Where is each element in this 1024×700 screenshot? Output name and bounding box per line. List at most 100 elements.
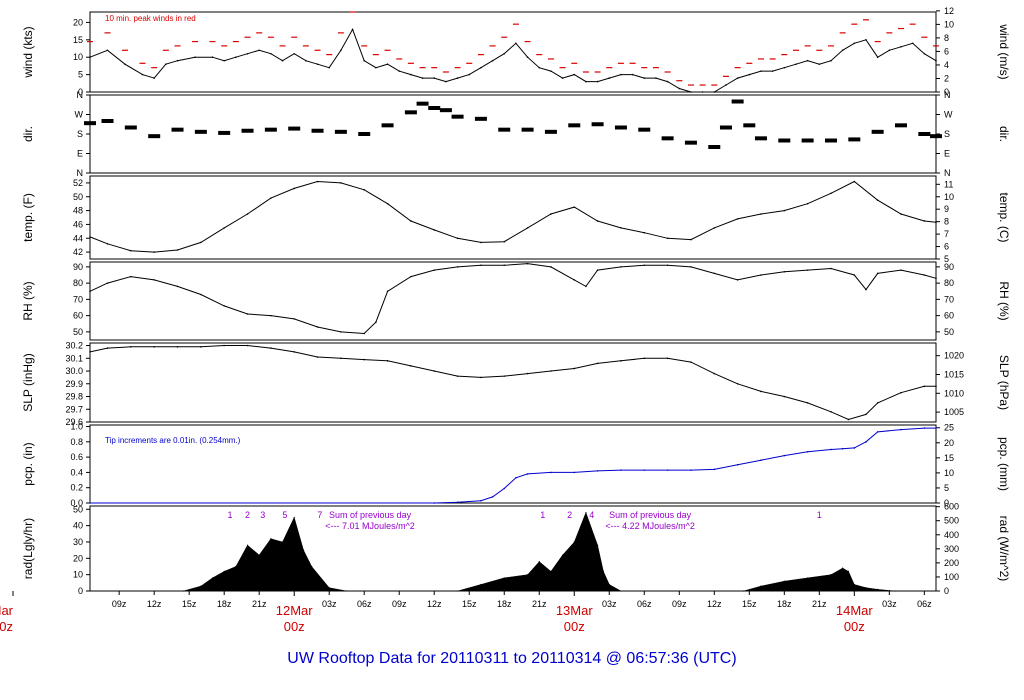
- rad-data-point: [246, 544, 249, 546]
- time-tick-label: 12z: [147, 599, 162, 609]
- rad-ytick-right-label: 100: [944, 572, 959, 582]
- wind-ylabel: wind (kts): [21, 26, 35, 78]
- slp-data-point: [783, 395, 786, 398]
- wind-data-point: [841, 49, 844, 52]
- slp-ytick-label: 29.9: [65, 379, 83, 389]
- dir-data-point: [101, 119, 114, 123]
- wind-data-point: [386, 63, 389, 65]
- rad-ylabel-right: rad (W/m^2): [997, 516, 1011, 582]
- rh-ytick-right-label: 60: [944, 311, 954, 321]
- slp-ytick-label: 30.2: [65, 341, 83, 351]
- wind-data-point: [923, 52, 926, 55]
- temp-ytick-right-label: 7: [944, 229, 949, 239]
- dir-frame: [89, 94, 937, 174]
- wind-data-point: [585, 80, 587, 83]
- temp-data-point: [200, 241, 202, 244]
- rad-data-point: [270, 538, 272, 540]
- time-tick-label: 15z: [182, 599, 197, 609]
- wind-data-point: [620, 73, 622, 76]
- wind-ytick-label: 5: [78, 70, 83, 80]
- rad-data-point: [847, 570, 850, 572]
- pcp-ytick-label: 0.0: [70, 498, 83, 508]
- slp-series-line: [89, 345, 936, 421]
- dir-ytick-label: N: [77, 90, 84, 100]
- pcp-ytick-right-label: 5: [944, 483, 949, 493]
- slp-data-point: [830, 411, 832, 413]
- temp-ytick-right-label: 8: [944, 217, 949, 227]
- dir-data-point: [84, 121, 96, 126]
- temp-data-point: [935, 221, 937, 224]
- wind-data-point: [643, 77, 646, 79]
- temp-data-point: [526, 227, 529, 229]
- rh-data-point: [246, 313, 249, 315]
- slp-frame: [89, 342, 937, 423]
- temp-data-point: [643, 231, 646, 234]
- wind-data-point: [713, 91, 716, 93]
- dir-data-point: [684, 140, 697, 145]
- wind-ytick-right-label: 10: [944, 19, 954, 29]
- wind-data-point: [176, 59, 179, 62]
- temp-data-point: [620, 227, 622, 229]
- temp-data-point: [363, 189, 366, 191]
- slp-ytick-label: 29.6: [65, 417, 83, 427]
- date-label-day: 14Mar: [836, 603, 874, 618]
- dir-data-point: [894, 123, 907, 128]
- rad-day-area: [183, 516, 347, 592]
- temp-data-point: [713, 227, 716, 229]
- temp-data-point: [666, 237, 669, 240]
- temp-data-point: [246, 213, 249, 215]
- temp-data-point: [223, 227, 225, 229]
- rh-ytick-right-label: 80: [944, 278, 954, 288]
- rh-data-point: [363, 332, 366, 335]
- dir-data-point: [451, 114, 464, 119]
- pcp-frame: [89, 424, 937, 504]
- rh-data-point: [643, 264, 646, 267]
- date-label-hour: 00z: [0, 619, 13, 634]
- temp-series-line: [89, 180, 937, 253]
- rh-frame: [89, 261, 937, 341]
- wind-data-point: [340, 49, 342, 52]
- rh-data-point: [130, 275, 132, 278]
- time-tick-label: 12z: [427, 599, 442, 609]
- dir-ytick-label: S: [77, 129, 83, 139]
- time-tick-label: 18z: [777, 599, 792, 609]
- slp-data-point: [246, 344, 249, 347]
- wind-data-point: [480, 66, 482, 69]
- temp-ytick-right-label: 6: [944, 242, 949, 252]
- page-title: UW Rooftop Data for 20110311 to 20110314…: [287, 650, 737, 667]
- rad-data-point: [328, 587, 330, 589]
- dir-ytick-right-label: W: [944, 110, 953, 120]
- wind-ytick-right-label: 12: [944, 6, 954, 16]
- temp-data-point: [690, 238, 692, 241]
- wind-data-point: [503, 52, 506, 55]
- wind-data-point: [281, 59, 284, 62]
- rad-ytick-right-label: 200: [944, 558, 959, 568]
- time-tick-label: 21z: [532, 599, 547, 609]
- rh-data-point: [433, 269, 436, 271]
- wind-data-point: [433, 77, 436, 79]
- wind-data-point: [124, 63, 126, 65]
- dir-data-point: [194, 129, 207, 134]
- wind-data-point: [305, 59, 307, 62]
- dir-data-point: [124, 125, 137, 130]
- slp-data-point: [270, 347, 272, 349]
- slp-data-point: [900, 391, 902, 394]
- slp-data-point: [456, 375, 459, 377]
- pcp-data-point: [760, 459, 762, 461]
- rad-data-point: [561, 554, 564, 556]
- wind-series-line: [89, 28, 937, 93]
- dir-data-point: [871, 129, 884, 134]
- date-label-day: 13Mar: [556, 603, 594, 618]
- pcp-ytick-right-label: 0: [944, 498, 949, 508]
- wind-data-point: [690, 91, 692, 93]
- dir-data-point: [731, 99, 744, 104]
- rh-ytick-right-label: 90: [944, 262, 954, 272]
- rh-data-point: [375, 321, 377, 323]
- rh-ytick-right-label: 50: [944, 327, 954, 337]
- rad-ytick-label: 20: [73, 553, 83, 563]
- rad-data-point: [894, 590, 896, 592]
- temp-data-point: [573, 206, 576, 208]
- wind-data-point: [410, 73, 412, 76]
- time-tick-label: 09z: [112, 599, 127, 609]
- temp-data-point: [89, 236, 91, 238]
